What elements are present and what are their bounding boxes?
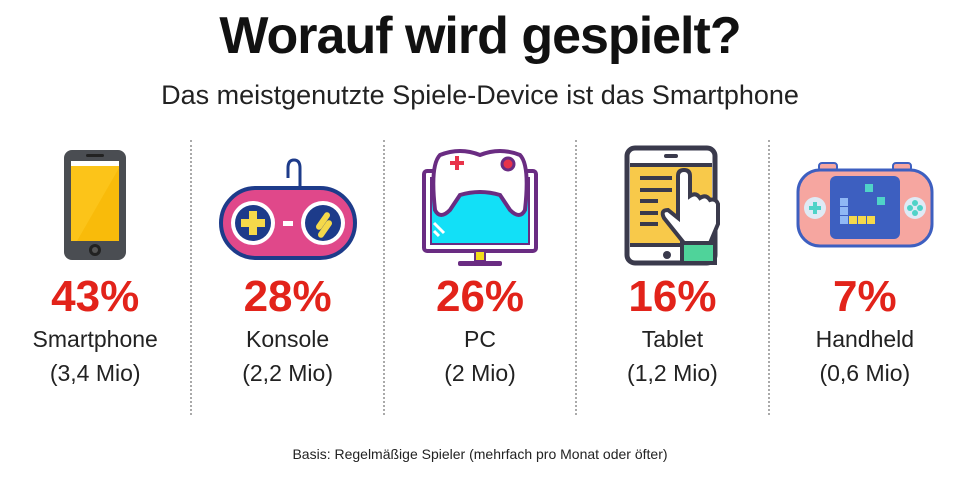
category-label-smartphone: Smartphone [32, 326, 158, 352]
column-handheld: 7% Handheld (0,6 Mio) [767, 140, 960, 415]
page-title: Worauf wird gespielt? [219, 7, 741, 65]
category-label-tablet: Tablet [641, 326, 704, 352]
count-label-handheld: (0,6 Mio) [819, 360, 911, 386]
value-label-smartphone: 43% [51, 272, 140, 321]
column-pc: 26% PC (2 Mio) [382, 140, 575, 415]
value-label-konsole: 28% [243, 272, 332, 321]
tablet-icon [577, 140, 767, 270]
page-subtitle: Das meistgenutzte Spiele-Device ist das … [161, 80, 799, 110]
value-label-tablet: 16% [628, 272, 717, 321]
category-label-konsole: Konsole [246, 326, 330, 352]
device-columns: 43% Smartphone (3,4 Mio) 28% Konsole (2,… [0, 140, 960, 415]
column-tablet: 16% Tablet (1,2 Mio) [575, 140, 767, 415]
smartphone-icon [0, 140, 190, 270]
category-label-handheld: Handheld [815, 326, 915, 352]
column-konsole: 28% Konsole (2,2 Mio) [190, 140, 382, 415]
count-label-konsole: (2,2 Mio) [242, 360, 333, 386]
pc-monitor-icon [385, 140, 575, 270]
count-label-smartphone: (3,4 Mio) [49, 360, 141, 386]
count-label-tablet: (1,2 Mio) [627, 360, 718, 386]
handheld-console-icon [770, 140, 960, 270]
column-smartphone: 43% Smartphone (3,4 Mio) [0, 140, 190, 415]
value-label-pc: 26% [435, 272, 525, 321]
value-label-handheld: 7% [833, 272, 897, 321]
category-label-pc: PC [464, 326, 496, 352]
count-label-pc: (2 Mio) [444, 360, 516, 386]
footnote: Basis: Regelmäßige Spieler (mehrfach pro… [292, 446, 668, 462]
gamepad-icon [192, 140, 382, 270]
